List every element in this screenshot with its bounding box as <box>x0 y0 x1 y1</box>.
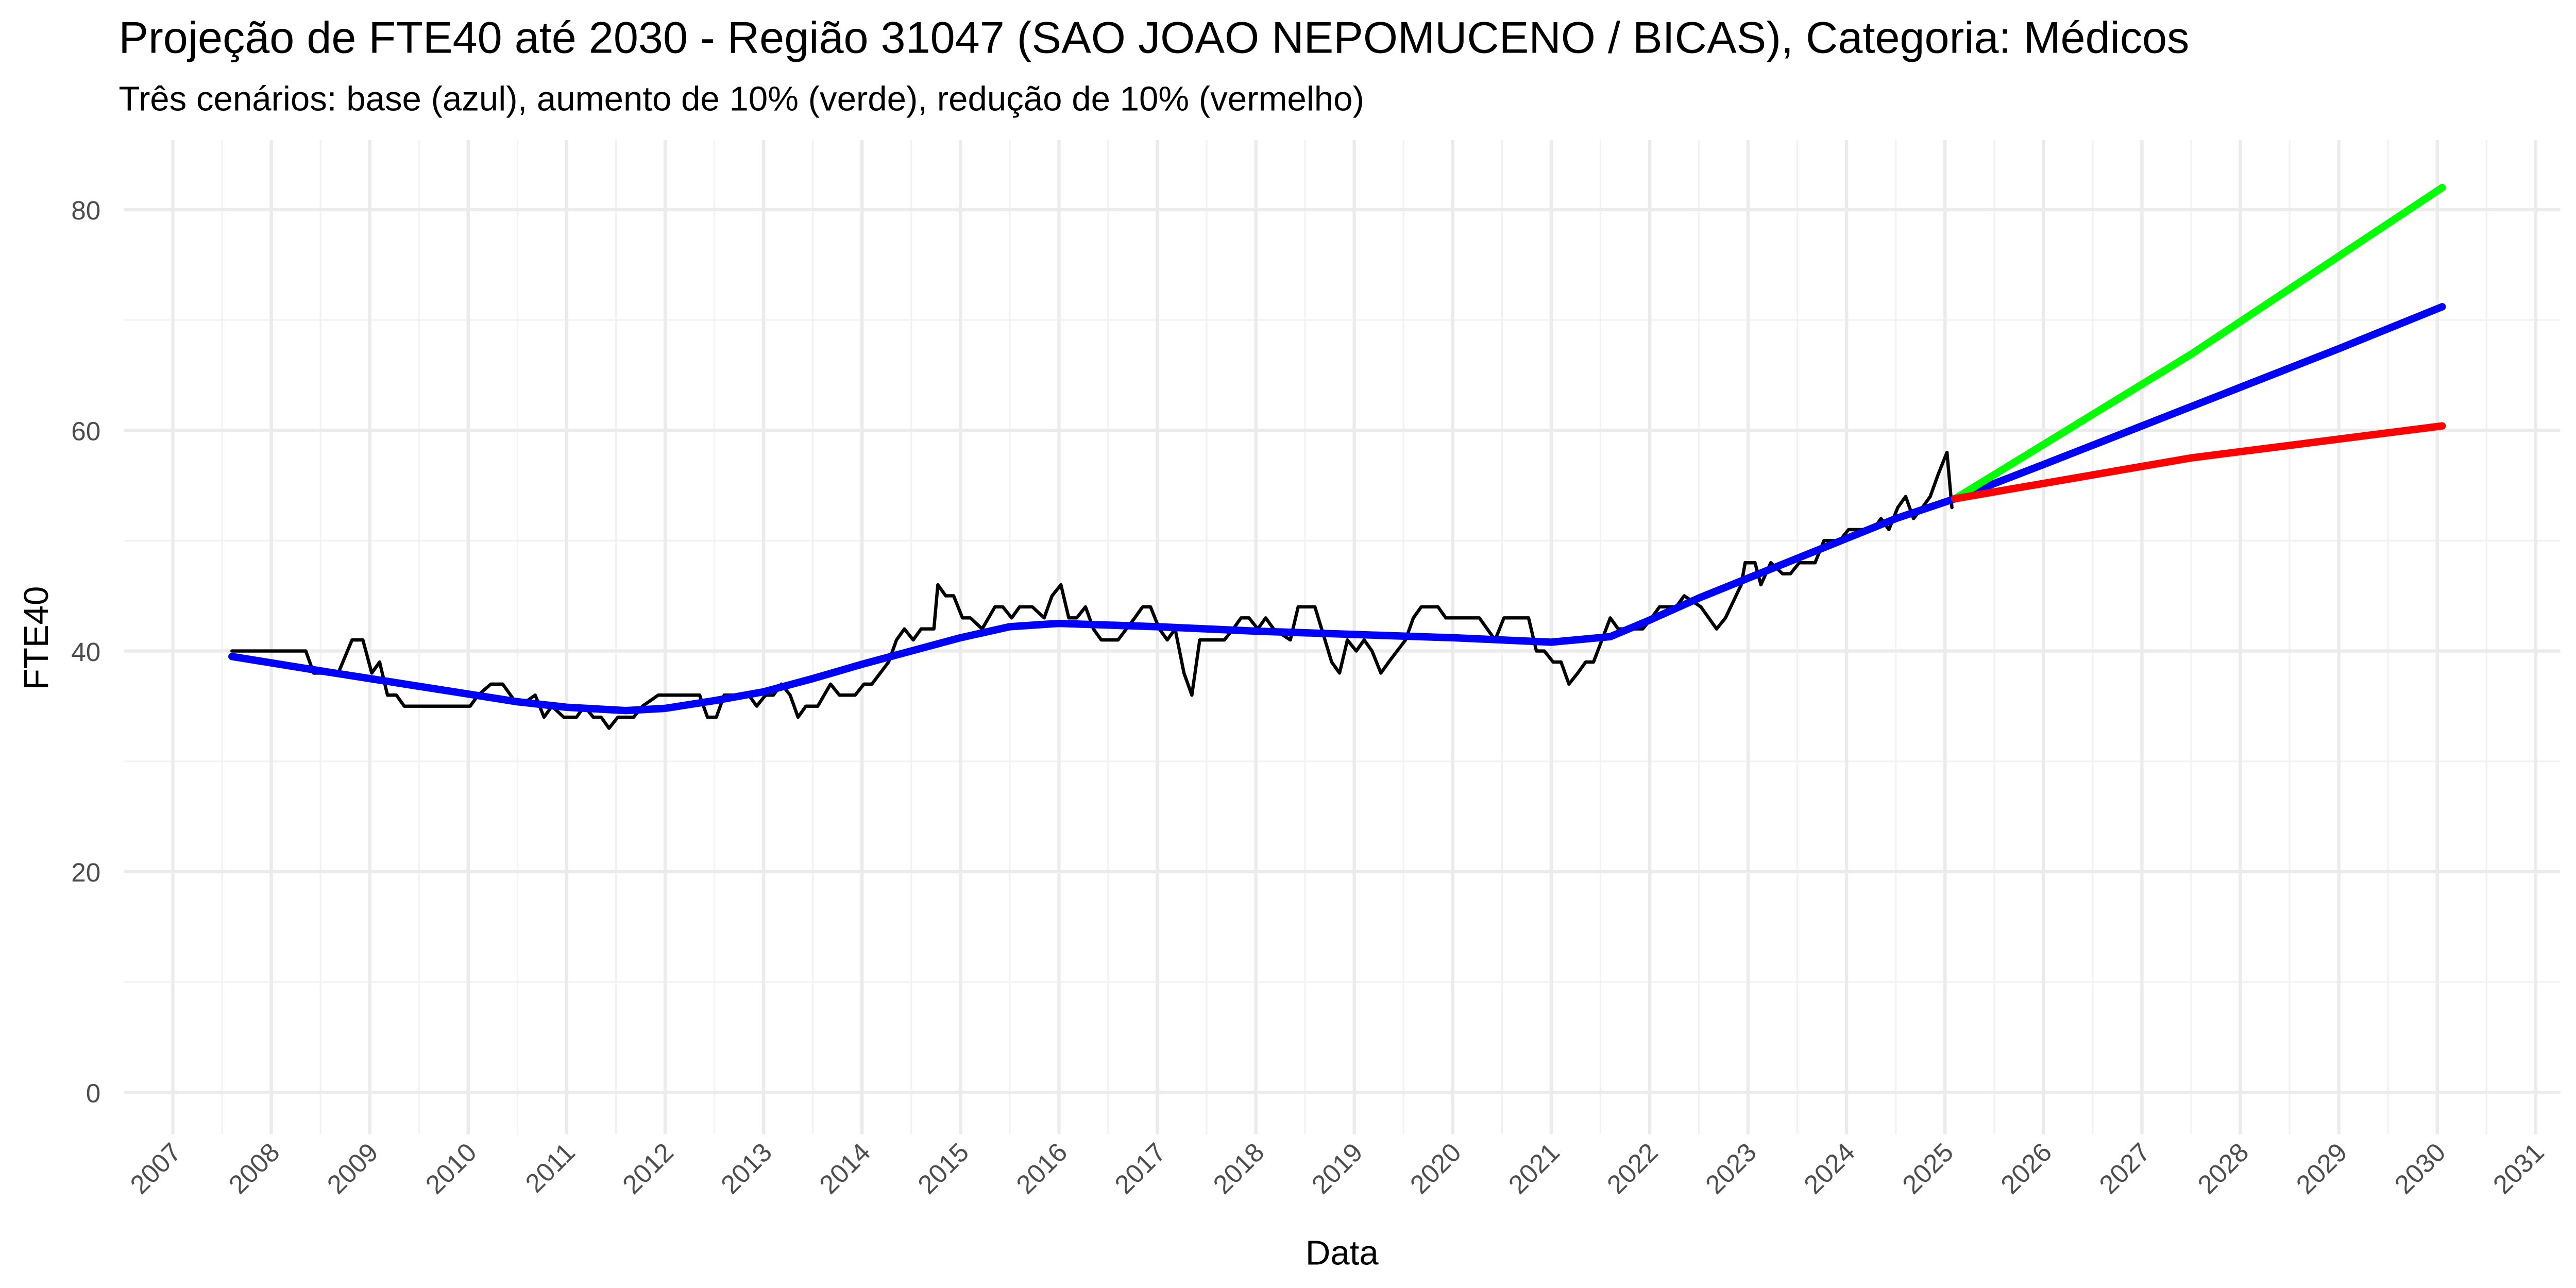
series-line <box>1951 183 2446 503</box>
x-tick-label: 2025 <box>1896 1137 1959 1199</box>
x-tick-label: 2017 <box>1109 1137 1172 1199</box>
y-tick-label: 0 <box>86 1078 100 1108</box>
x-tick-label: 2012 <box>617 1137 679 1199</box>
x-tick-label: 2010 <box>420 1137 482 1199</box>
x-tick-label: 2011 <box>520 1137 581 1198</box>
x-tick-label: 2019 <box>1306 1137 1368 1199</box>
x-tick-label: 2020 <box>1404 1137 1467 1199</box>
chart-subtitle: Três cenários: base (azul), aumento de 1… <box>118 79 1364 118</box>
x-tick-label: 2007 <box>125 1137 187 1199</box>
series-line <box>228 303 2446 715</box>
x-tick-label: 2008 <box>223 1137 285 1199</box>
series-line <box>230 450 1954 730</box>
y-tick-label: 60 <box>71 416 100 446</box>
x-tick-label: 2022 <box>1601 1137 1664 1199</box>
x-tick-label: 2028 <box>2192 1137 2255 1199</box>
x-tick-label: 2023 <box>1700 1137 1762 1199</box>
x-tick-label: 2024 <box>1798 1137 1860 1199</box>
x-tick-label: 2018 <box>1208 1137 1270 1199</box>
x-tick-label: 2013 <box>715 1137 777 1199</box>
x-axis-title: Data <box>1306 1233 1379 1272</box>
y-tick-label: 20 <box>71 858 100 887</box>
x-tick-label: 2021 <box>1503 1137 1565 1199</box>
grid <box>124 140 2561 1134</box>
x-tick-label: 2009 <box>321 1137 384 1199</box>
x-tick-label: 2029 <box>2291 1137 2353 1199</box>
x-tick-label: 2027 <box>2094 1137 2156 1199</box>
x-tick-label: 2016 <box>1011 1137 1073 1199</box>
y-axis-title: FTE40 <box>17 586 56 690</box>
x-tick-label: 2015 <box>912 1137 974 1199</box>
x-tick-label: 2031 <box>2487 1137 2550 1199</box>
x-tick-label: 2030 <box>2389 1137 2451 1199</box>
x-tick-label: 2026 <box>1995 1137 2058 1199</box>
x-tick-label: 2014 <box>814 1137 876 1199</box>
y-tick-label: 80 <box>71 196 100 225</box>
chart-title: Projeção de FTE40 até 2030 - Região 3104… <box>118 13 2189 62</box>
series-line <box>1951 422 2446 503</box>
y-tick-label: 40 <box>71 637 100 667</box>
